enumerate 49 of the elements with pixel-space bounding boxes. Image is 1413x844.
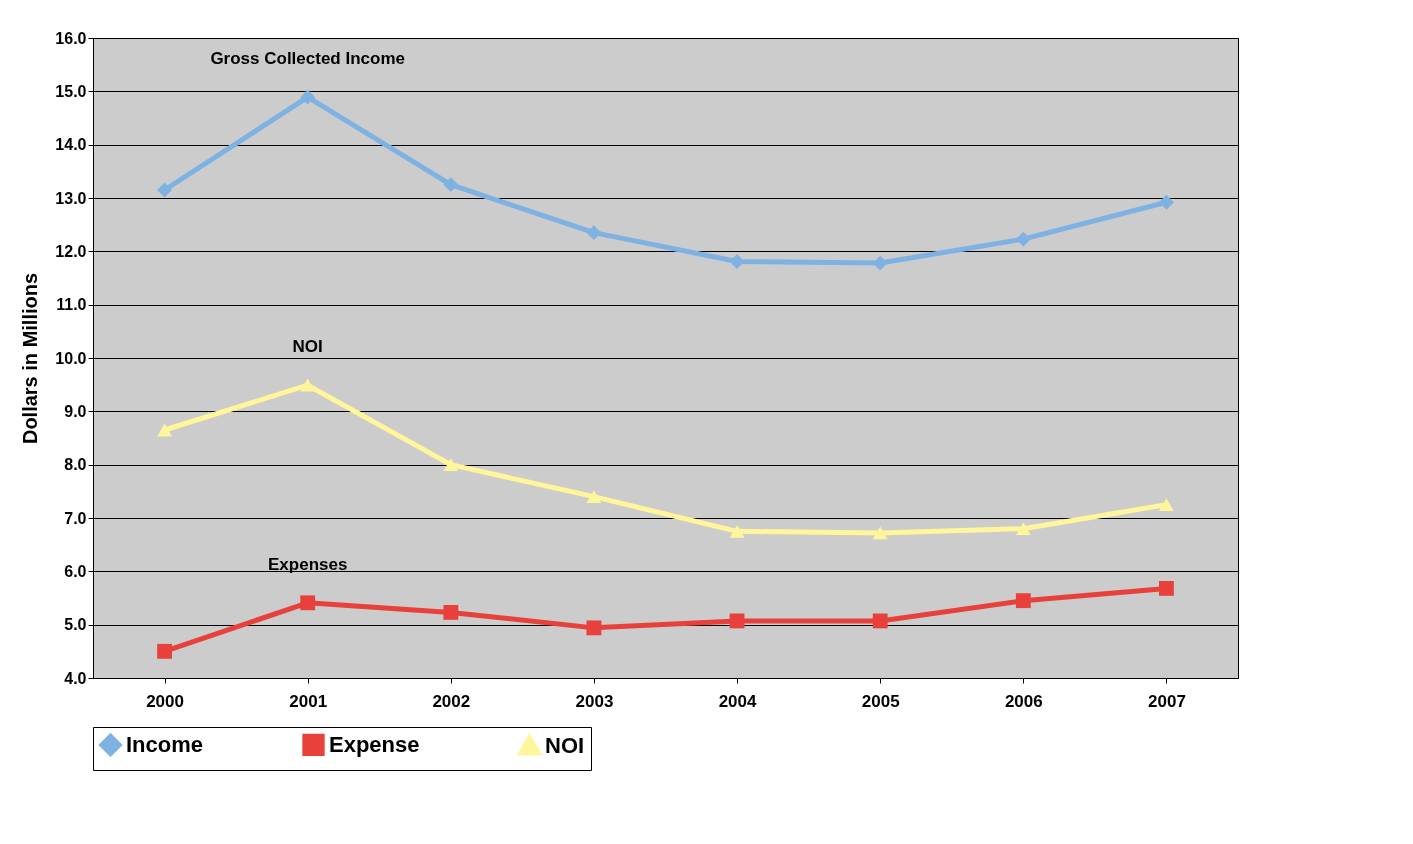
point	[1159, 580, 1174, 596]
point	[1159, 498, 1174, 512]
point	[1015, 231, 1031, 247]
x-tick-label: 2002	[432, 691, 471, 711]
x-tick-label: 2003	[575, 691, 614, 711]
point	[300, 89, 316, 105]
legend-label: Expense	[329, 731, 420, 757]
legend-label: NOI	[545, 732, 585, 758]
y-tick-label: 5.0	[64, 616, 87, 634]
point	[157, 643, 172, 659]
y-tick-label: 13.0	[55, 189, 87, 207]
x-tick-label: 2007	[1148, 691, 1186, 711]
point	[443, 177, 459, 193]
point	[1015, 593, 1031, 609]
point	[729, 524, 745, 538]
x-tick-label: 2001	[289, 691, 328, 711]
y-tick-label: 14.0	[55, 136, 87, 154]
y-tick-label: 6.0	[64, 562, 87, 580]
y-tick-label: 4.0	[64, 669, 87, 687]
x-tick-label: 2000	[146, 691, 184, 711]
y-tick-label: 16.0	[55, 29, 87, 47]
y-tick-label: 12.0	[55, 242, 87, 260]
point	[1159, 194, 1174, 210]
y-tick-label: 11.0	[56, 296, 87, 314]
point	[586, 225, 602, 241]
point	[157, 423, 172, 437]
x-tick-label: 2005	[861, 691, 900, 711]
point	[300, 595, 316, 611]
point	[1015, 522, 1031, 536]
y-tick-label: 9.0	[64, 402, 87, 420]
point	[872, 526, 888, 540]
point	[729, 254, 745, 269]
point	[586, 490, 602, 504]
point	[872, 613, 888, 629]
point	[586, 620, 602, 636]
y-tick-label: 10.0	[55, 349, 87, 367]
y-tick-label: 7.0	[64, 509, 87, 527]
annotation: Gross Collected Income	[210, 49, 405, 69]
point	[300, 378, 316, 392]
annotation: Expenses	[267, 554, 348, 574]
annotation: NOI	[292, 337, 323, 357]
y-tick-label: 15.0	[55, 82, 87, 100]
x-tick-label: 2006	[1004, 691, 1043, 711]
y-tick-label: 8.0	[64, 456, 87, 474]
legend-label: Income	[126, 731, 204, 757]
x-tick-label: 2004	[718, 691, 758, 711]
point	[443, 604, 459, 620]
point	[443, 458, 459, 472]
y-axis-title: Dollars in Millions	[19, 272, 42, 445]
